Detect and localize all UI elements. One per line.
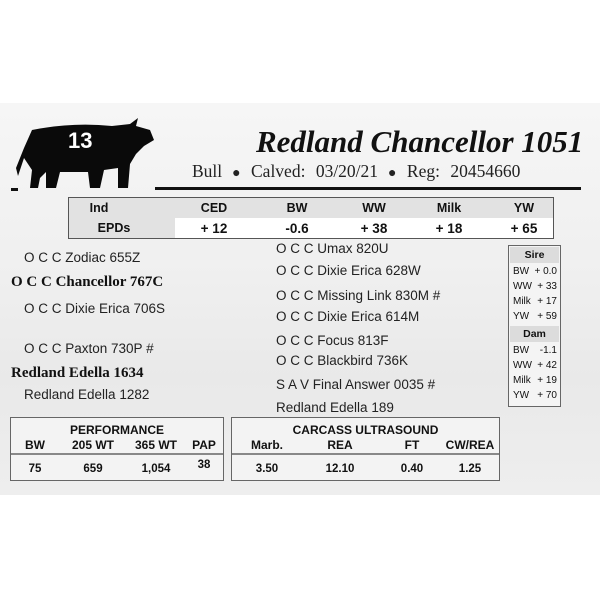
carcass-header-cwrea: CW/REA (445, 438, 495, 452)
carcass-header-ft: FT (404, 438, 420, 452)
pedigree-dam-sire: O C C Paxton 730P # (24, 341, 154, 356)
performance-value-205wt: 659 (83, 463, 103, 475)
carcass-header-marb: Marb. (250, 438, 283, 452)
dam-epd-title: Dam (510, 326, 559, 342)
epd-header-milk: Milk (436, 201, 462, 215)
pedigree-dam: Redland Edella 1634 (11, 365, 144, 381)
performance-value-bw: 75 (28, 463, 42, 475)
sire-epd-row: WW + 33 (513, 281, 557, 292)
epd-table: Ind EPDs CED + 12 BW -0.6 WW + 38 Milk +… (68, 197, 554, 239)
divider-dash (11, 188, 18, 191)
lot-number: 13 (68, 128, 93, 153)
pedigree-great-3: O C C Missing Link 830M # (276, 288, 441, 303)
epd-value-ced: + 12 (200, 221, 228, 236)
dam-epd-row: YW + 70 (513, 390, 557, 401)
pedigree-great-4: O C C Dixie Erica 614M (276, 309, 420, 324)
epd-header-ww: WW (362, 201, 386, 215)
pedigree-great-1: O C C Umax 820U (276, 241, 389, 256)
pedigree-dam-dam: Redland Edella 1282 (24, 387, 150, 402)
epd-row-label-epds: EPDs (97, 221, 131, 235)
performance-value-365wt: 1,054 (141, 463, 171, 475)
pedigree-great-7: S A V Final Answer 0035 # (276, 377, 436, 392)
reg-number: 20454660 (450, 161, 521, 181)
pedigree-sire: O C C Chancellor 767C (11, 274, 164, 290)
sire-epd-title: Sire (510, 247, 559, 263)
reg-label: Reg: (406, 161, 440, 181)
carcass-header-rea: REA (327, 438, 353, 452)
sire-epd-row: BW + 0.0 (513, 266, 557, 277)
pedigree-great-2: O C C Dixie Erica 628W (276, 263, 421, 278)
performance-value-pap: 38 (197, 459, 211, 471)
sire-epd-row: YW + 59 (513, 311, 557, 322)
pedigree-sire-dam: O C C Dixie Erica 706S (24, 301, 166, 316)
parent-epd-box: Sire BW + 0.0 WW + 33 Milk + 17 YW + 59 Dam … (508, 245, 561, 407)
carcass-value-ft: 0.40 (400, 463, 424, 475)
pedigree-great-6: O C C Blackbird 736K (276, 353, 409, 368)
animal-details: Bull ● Calved: 03/20/21 ● Reg: 20454660 (192, 161, 521, 181)
performance-header-bw: BW (25, 438, 45, 452)
performance-box: PERFORMANCE BW 205 WT 365 WT PAP 75 659 … (10, 417, 224, 481)
sire-epd-row: Milk + 17 (513, 296, 557, 307)
bull-silhouette-icon (16, 118, 154, 188)
animal-name: Redland Chancellor 1051 (256, 124, 584, 159)
performance-header-pap: PAP (192, 438, 216, 452)
epd-header-yw: YW (513, 201, 535, 215)
sex: Bull (192, 161, 223, 181)
carcass-value-marb: 3.50 (255, 463, 279, 475)
dam-epd-row: WW + 42 (513, 360, 557, 371)
epd-value-milk: + 18 (435, 221, 463, 236)
epd-value-ww: + 38 (360, 221, 388, 236)
carcass-title: CARCASS ULTRASOUND (292, 423, 439, 437)
epd-header-ced: CED (200, 201, 228, 215)
epd-value-bw: -0.6 (285, 221, 309, 236)
epd-value-yw: + 65 (510, 221, 538, 236)
performance-title: PERFORMANCE (69, 423, 164, 437)
pedigree-sire-sire: O C C Zodiac 655Z (24, 250, 141, 265)
pedigree-great-8: Redland Edella 189 (276, 400, 394, 415)
calved-label: Calved: (251, 161, 306, 181)
carcass-box: CARCASS ULTRASOUND Marb. REA FT CW/REA 3… (231, 417, 500, 481)
performance-header-205wt: 205 WT (71, 438, 114, 452)
pedigree-great-5: O C C Focus 813F (276, 333, 389, 348)
title-divider (155, 187, 581, 190)
dam-epd-row: Milk + 19 (513, 375, 557, 386)
performance-header-365wt: 365 WT (134, 438, 177, 452)
dam-epd-row: BW -1.1 (513, 345, 557, 356)
calved-date: 03/20/21 (315, 161, 379, 181)
carcass-value-rea: 12.10 (325, 463, 355, 475)
carcass-value-cwrea: 1.25 (458, 463, 482, 475)
epd-row-label-ind: Ind (89, 201, 109, 215)
epd-header-bw: BW (286, 201, 308, 215)
